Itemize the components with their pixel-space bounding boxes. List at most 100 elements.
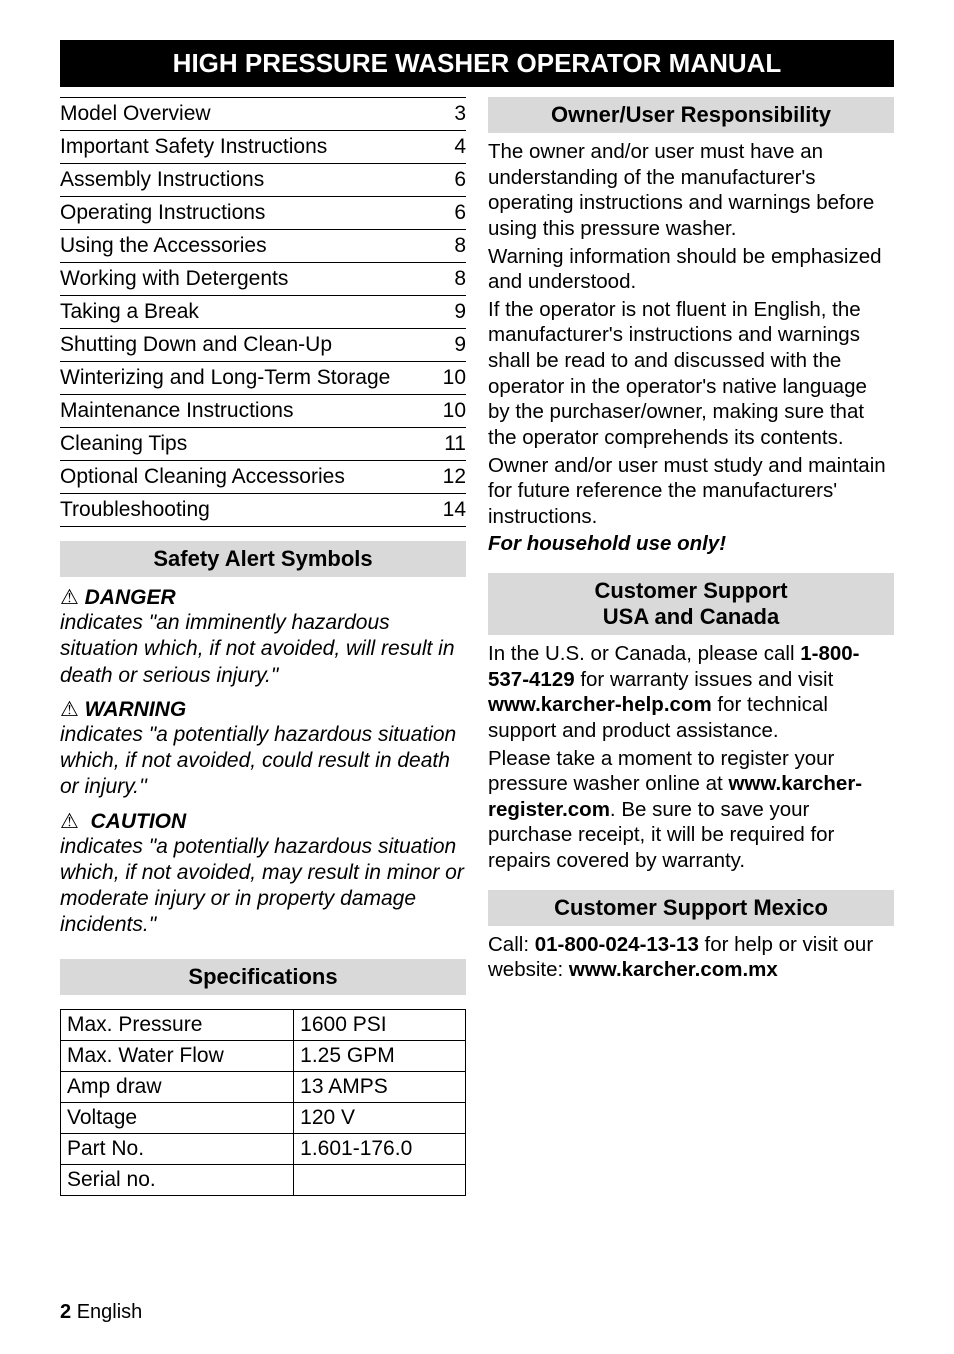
spec-label: Part No. xyxy=(61,1133,294,1164)
support-mx-call: Call: xyxy=(488,933,535,956)
footer-lang: English xyxy=(77,1301,143,1323)
support-usca-p1: In the U.S. or Canada, please call 1-800… xyxy=(488,641,894,744)
toc-title: Shutting Down and Clean-Up xyxy=(60,333,446,357)
spec-value: 1.601-176.0 xyxy=(294,1133,466,1164)
table-row: Part No.1.601-176.0 xyxy=(61,1133,466,1164)
toc-page: 10 xyxy=(435,366,466,390)
spec-label: Amp draw xyxy=(61,1071,294,1102)
table-row: Voltage120 V xyxy=(61,1102,466,1133)
support-mx-heading: Customer Support Mexico xyxy=(488,890,894,926)
left-column: Model Overview3 Important Safety Instruc… xyxy=(60,97,466,1196)
toc-row: Working with Detergents8 xyxy=(60,262,466,295)
toc-title: Assembly Instructions xyxy=(60,168,446,192)
owner-p2: Warning information should be emphasized… xyxy=(488,244,894,295)
specs-heading: Specifications xyxy=(60,959,466,995)
spec-label: Max. Water Flow xyxy=(61,1040,294,1071)
spec-label: Voltage xyxy=(61,1102,294,1133)
owner-heading: Owner/User Responsibility xyxy=(488,97,894,133)
table-row: Serial no. xyxy=(61,1164,466,1195)
support-help-url: www.karcher-help.com xyxy=(488,693,712,716)
danger-desc: indicates "an imminently hazardous situa… xyxy=(60,610,466,689)
spec-label: Max. Pressure xyxy=(61,1009,294,1040)
toc-page: 8 xyxy=(446,267,466,291)
toc-page: 9 xyxy=(446,333,466,357)
toc-title: Model Overview xyxy=(60,102,446,126)
toc-title: Maintenance Instructions xyxy=(60,399,435,423)
footer-page-number: 2 xyxy=(60,1301,71,1323)
spec-value xyxy=(294,1164,466,1195)
toc-row: Optional Cleaning Accessories12 xyxy=(60,460,466,493)
toc-title: Important Safety Instructions xyxy=(60,135,446,159)
toc-title: Operating Instructions xyxy=(60,201,446,225)
table-of-contents: Model Overview3 Important Safety Instruc… xyxy=(60,97,466,527)
spec-value: 1.25 GPM xyxy=(294,1040,466,1071)
table-row: Max. Water Flow1.25 GPM xyxy=(61,1040,466,1071)
specs-table: Max. Pressure1600 PSI Max. Water Flow1.2… xyxy=(60,1009,466,1196)
support-mx-body: Call: 01-800-024-13-13 for help or visit… xyxy=(488,932,894,983)
caution-desc: indicates "a potentially hazardous situa… xyxy=(60,834,466,939)
warning-label: ⚠ WARNING xyxy=(60,697,466,722)
toc-row: Using the Accessories8 xyxy=(60,229,466,262)
spec-value: 120 V xyxy=(294,1102,466,1133)
toc-row: Important Safety Instructions4 xyxy=(60,130,466,163)
toc-page: 9 xyxy=(446,300,466,324)
danger-label: ⚠ DANGER xyxy=(60,585,466,610)
toc-row: Cleaning Tips11 xyxy=(60,427,466,460)
toc-row: Taking a Break9 xyxy=(60,295,466,328)
content-columns: Model Overview3 Important Safety Instruc… xyxy=(60,97,894,1196)
table-row: Amp draw13 AMPS xyxy=(61,1071,466,1102)
toc-row: Winterizing and Long-Term Storage10 xyxy=(60,361,466,394)
support-usca-pre: In the U.S. or Canada, please call xyxy=(488,642,800,665)
caution-label: ⚠ CAUTION xyxy=(60,809,466,834)
warning-icon: ⚠ xyxy=(60,586,79,609)
spec-label: Serial no. xyxy=(61,1164,294,1195)
toc-title: Using the Accessories xyxy=(60,234,446,258)
toc-page: 6 xyxy=(446,201,466,225)
toc-page: 8 xyxy=(446,234,466,258)
toc-title: Troubleshooting xyxy=(60,498,435,522)
safety-heading: Safety Alert Symbols xyxy=(60,541,466,577)
caution-word: CAUTION xyxy=(91,810,187,833)
spec-value: 1600 PSI xyxy=(294,1009,466,1040)
danger-word: DANGER xyxy=(85,586,176,609)
support-usca-heading-line2: USA and Canada xyxy=(603,604,779,629)
toc-row: Assembly Instructions6 xyxy=(60,163,466,196)
page-footer: 2 English xyxy=(60,1301,142,1324)
warning-word: WARNING xyxy=(85,698,187,721)
support-usca-heading-line1: Customer Support xyxy=(594,578,787,603)
toc-title: Winterizing and Long-Term Storage xyxy=(60,366,435,390)
warning-icon: ⚠ xyxy=(60,810,79,833)
right-column: Owner/User Responsibility The owner and/… xyxy=(488,97,894,1196)
owner-p4: Owner and/or user must study and maintai… xyxy=(488,453,894,530)
support-mx-phone: 01-800-024-13-13 xyxy=(535,933,699,956)
support-mx-url: www.karcher.com.mx xyxy=(569,958,778,981)
toc-title: Optional Cleaning Accessories xyxy=(60,465,435,489)
toc-title: Cleaning Tips xyxy=(60,432,436,456)
toc-page: 4 xyxy=(446,135,466,159)
owner-p1: The owner and/or user must have an under… xyxy=(488,139,894,242)
toc-title: Working with Detergents xyxy=(60,267,446,291)
support-usca-heading: Customer Support USA and Canada xyxy=(488,573,894,635)
toc-row: Operating Instructions6 xyxy=(60,196,466,229)
support-usca-post-phone: for warranty issues and visit xyxy=(575,668,834,691)
toc-page: 14 xyxy=(435,498,466,522)
danger-block: ⚠ DANGER indicates "an imminently hazard… xyxy=(60,585,466,689)
toc-page: 12 xyxy=(435,465,466,489)
toc-page: 6 xyxy=(446,168,466,192)
caution-block: ⚠ CAUTION indicates "a potentially hazar… xyxy=(60,809,466,939)
warning-block: ⚠ WARNING indicates "a potentially hazar… xyxy=(60,697,466,801)
table-row: Max. Pressure1600 PSI xyxy=(61,1009,466,1040)
toc-page: 3 xyxy=(446,102,466,126)
owner-p3: If the operator is not fluent in English… xyxy=(488,297,894,451)
support-usca-p2: Please take a moment to register your pr… xyxy=(488,746,894,874)
spec-value: 13 AMPS xyxy=(294,1071,466,1102)
household-note: For household use only! xyxy=(488,531,894,557)
page-title: HIGH PRESSURE WASHER OPERATOR MANUAL xyxy=(60,40,894,87)
warning-icon: ⚠ xyxy=(60,698,79,721)
toc-title: Taking a Break xyxy=(60,300,446,324)
toc-row: Shutting Down and Clean-Up9 xyxy=(60,328,466,361)
toc-page: 10 xyxy=(435,399,466,423)
toc-row: Troubleshooting14 xyxy=(60,493,466,527)
toc-row: Model Overview3 xyxy=(60,97,466,130)
warning-desc: indicates "a potentially hazardous situa… xyxy=(60,722,466,801)
